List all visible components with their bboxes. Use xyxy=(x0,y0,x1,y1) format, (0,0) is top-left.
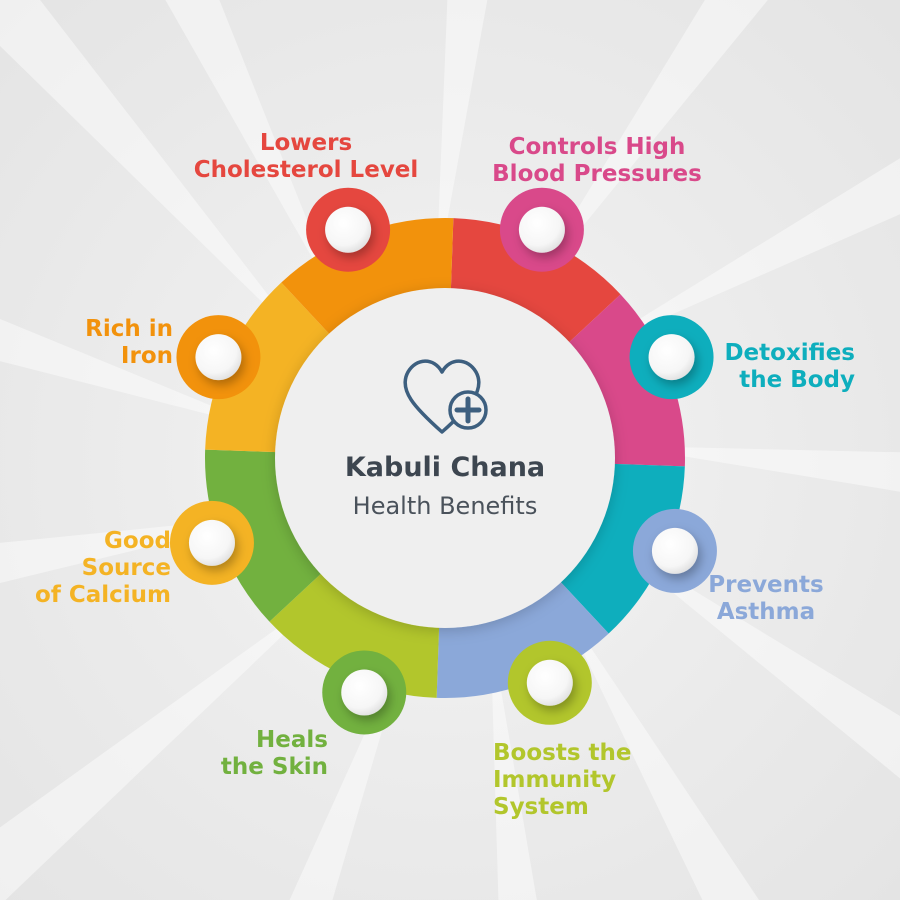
center-disc xyxy=(275,288,615,628)
background-ray xyxy=(490,627,537,900)
ring-segment-calcium-source xyxy=(205,282,331,453)
benefit-label-line: of Calcium xyxy=(35,582,171,608)
ring-segment-controls-blood-pressure xyxy=(567,294,685,467)
benefit-label-line: Rich in xyxy=(85,316,173,342)
tab-ball-prevents-asthma xyxy=(651,527,698,574)
benefit-label-line: Immunity xyxy=(493,767,617,793)
benefit-label-line: Boosts the xyxy=(493,740,632,766)
benefit-label-calcium-source: Good Source of Calcium xyxy=(10,528,171,609)
center-subtitle: Health Benefits xyxy=(352,492,538,520)
benefit-label-line: Cholesterol Level xyxy=(193,157,419,183)
benefit-label-line: Blood Pressures xyxy=(492,161,702,187)
benefit-label-line: Iron xyxy=(120,343,173,369)
benefit-label-heals-skin: Heals the Skin xyxy=(196,727,328,781)
background-ray xyxy=(584,158,900,353)
tab-ball-rich-in-iron xyxy=(195,334,242,381)
background-ray xyxy=(555,594,759,900)
ring-segment-rich-in-iron xyxy=(281,218,454,336)
benefit-label-boosts-immunity: Boosts the Immunity System xyxy=(493,740,663,821)
background-ray xyxy=(0,0,309,348)
background-ray xyxy=(435,0,488,284)
benefit-label-detoxifies-body: Detoxifies the Body xyxy=(700,340,855,394)
ring-segments xyxy=(204,218,685,699)
ring-segment-heals-skin xyxy=(204,449,323,622)
center-title: Kabuli Chana xyxy=(344,452,546,483)
background-ray xyxy=(0,319,273,431)
tab-ball-detoxifies-body xyxy=(648,334,695,381)
benefit-label-line: Good xyxy=(104,528,171,554)
benefit-label-line: the Body xyxy=(739,367,855,393)
background-ray xyxy=(602,534,900,779)
tab-ball-heals-skin xyxy=(341,669,388,716)
benefit-label-line: Prevents xyxy=(708,572,824,598)
heart-plus-icon xyxy=(403,359,488,434)
benefit-label-rich-in-iron: Rich in Iron xyxy=(40,316,173,370)
benefit-label-line: System xyxy=(493,794,589,820)
background-ray xyxy=(0,590,331,900)
benefit-label-line: Heals xyxy=(256,727,328,753)
benefit-label-lowers-cholesterol: Lowers Cholesterol Level xyxy=(176,130,436,184)
benefit-label-line: Source xyxy=(81,555,171,581)
tab-ball-lowers-cholesterol xyxy=(325,206,372,253)
tab-ball-controls-blood-pressure xyxy=(518,206,565,253)
background-ray xyxy=(165,0,345,315)
benefit-label-prevents-asthma: Prevents Asthma xyxy=(700,572,832,626)
ring-segment-lowers-cholesterol xyxy=(450,218,621,344)
ring-segment-prevents-asthma xyxy=(436,580,609,699)
background-ray xyxy=(619,445,900,492)
benefit-label-line: Controls High xyxy=(508,134,686,160)
ring-segment-detoxifies-body xyxy=(559,463,685,634)
benefit-label-controls-blood-pressure: Controls High Blood Pressures xyxy=(472,134,722,188)
benefit-label-line: Lowers xyxy=(259,130,353,156)
tab-ball-calcium-source xyxy=(188,519,235,566)
ring-tabs xyxy=(169,187,717,735)
benefit-label-line: Asthma xyxy=(716,599,816,625)
tab-ball-boosts-immunity xyxy=(526,659,573,706)
benefit-label-line: the Skin xyxy=(220,754,328,780)
benefit-label-line: Detoxifies xyxy=(724,340,855,366)
